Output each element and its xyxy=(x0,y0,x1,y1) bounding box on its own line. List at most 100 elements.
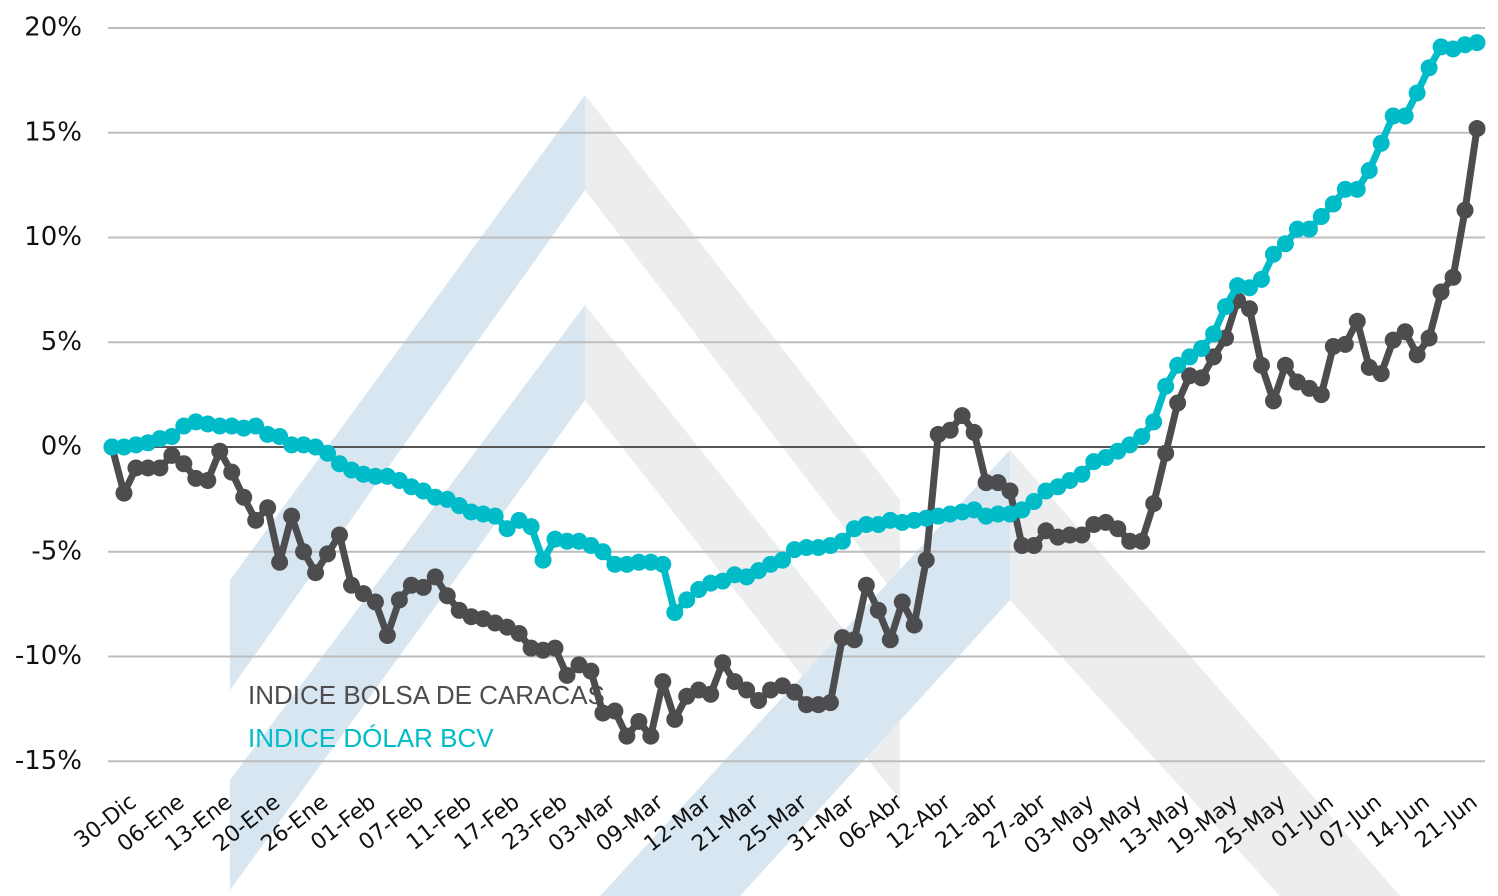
point xyxy=(1193,340,1210,357)
point xyxy=(439,587,456,604)
point xyxy=(199,472,216,489)
point xyxy=(714,654,731,671)
point xyxy=(319,545,336,562)
point xyxy=(786,684,803,701)
point xyxy=(858,577,875,594)
point xyxy=(1325,195,1342,212)
point xyxy=(535,552,552,569)
point xyxy=(666,711,683,728)
point xyxy=(918,552,935,569)
point xyxy=(1349,313,1366,330)
point xyxy=(1313,386,1330,403)
point xyxy=(1373,365,1390,382)
point xyxy=(283,508,300,525)
legend-entry: INDICE BOLSA DE CARACAS xyxy=(248,680,605,710)
y-tick-label: 20% xyxy=(24,13,82,43)
point xyxy=(1145,413,1162,430)
y-tick-label: -15% xyxy=(15,746,82,776)
point xyxy=(906,617,923,634)
point xyxy=(487,508,504,525)
point xyxy=(1349,181,1366,198)
point xyxy=(666,604,683,621)
point xyxy=(331,526,348,543)
point xyxy=(834,533,851,550)
point xyxy=(606,702,623,719)
point xyxy=(1409,346,1426,363)
point xyxy=(882,631,899,648)
point xyxy=(822,694,839,711)
point xyxy=(1133,428,1150,445)
point xyxy=(1469,34,1486,51)
point xyxy=(1337,336,1354,353)
point xyxy=(1109,520,1126,537)
point xyxy=(379,627,396,644)
point xyxy=(1253,357,1270,374)
point xyxy=(547,640,564,657)
point xyxy=(1397,107,1414,124)
point xyxy=(1002,482,1019,499)
point xyxy=(654,673,671,690)
point xyxy=(247,512,264,529)
y-tick-label: -10% xyxy=(15,641,82,671)
point xyxy=(1025,537,1042,554)
point xyxy=(1205,325,1222,342)
chart: -15%-10%-5%0%5%10%15%20%30-Dic06-Ene13-E… xyxy=(0,0,1498,896)
point xyxy=(954,407,971,424)
point xyxy=(115,485,132,502)
point xyxy=(642,728,659,745)
point xyxy=(1421,330,1438,347)
point xyxy=(295,543,312,560)
point xyxy=(271,554,288,571)
point xyxy=(427,568,444,585)
legend-entry: INDICE DÓLAR BCV xyxy=(248,723,494,753)
point xyxy=(1457,202,1474,219)
point xyxy=(1361,162,1378,179)
point xyxy=(391,591,408,608)
point xyxy=(523,518,540,535)
y-tick-label: -5% xyxy=(31,536,82,566)
point xyxy=(1145,495,1162,512)
point xyxy=(151,459,168,476)
point xyxy=(1241,300,1258,317)
point xyxy=(1133,533,1150,550)
point xyxy=(846,631,863,648)
point xyxy=(175,455,192,472)
point xyxy=(618,728,635,745)
point xyxy=(1313,208,1330,225)
y-tick-label: 15% xyxy=(24,117,82,147)
point xyxy=(1193,369,1210,386)
point xyxy=(594,543,611,560)
point xyxy=(1469,120,1486,137)
point xyxy=(702,686,719,703)
y-tick-label: 0% xyxy=(41,432,82,462)
point xyxy=(1397,323,1414,340)
point xyxy=(1253,271,1270,288)
point xyxy=(1277,235,1294,252)
point xyxy=(1169,395,1186,412)
point xyxy=(211,443,228,460)
point xyxy=(235,489,252,506)
point xyxy=(894,594,911,611)
point xyxy=(942,422,959,439)
point xyxy=(1445,269,1462,286)
point xyxy=(1409,84,1426,101)
point xyxy=(511,625,528,642)
point xyxy=(1157,445,1174,462)
point xyxy=(870,602,887,619)
point xyxy=(1433,283,1450,300)
point xyxy=(1265,392,1282,409)
point xyxy=(966,424,983,441)
watermark xyxy=(230,95,1400,896)
y-tick-label: 10% xyxy=(24,222,82,252)
point xyxy=(1421,59,1438,76)
point xyxy=(259,499,276,516)
point xyxy=(367,594,384,611)
point xyxy=(630,713,647,730)
point xyxy=(223,464,240,481)
point xyxy=(1277,357,1294,374)
y-tick-label: 5% xyxy=(41,327,82,357)
point xyxy=(582,663,599,680)
point xyxy=(1301,221,1318,238)
point xyxy=(1373,135,1390,152)
point xyxy=(307,564,324,581)
